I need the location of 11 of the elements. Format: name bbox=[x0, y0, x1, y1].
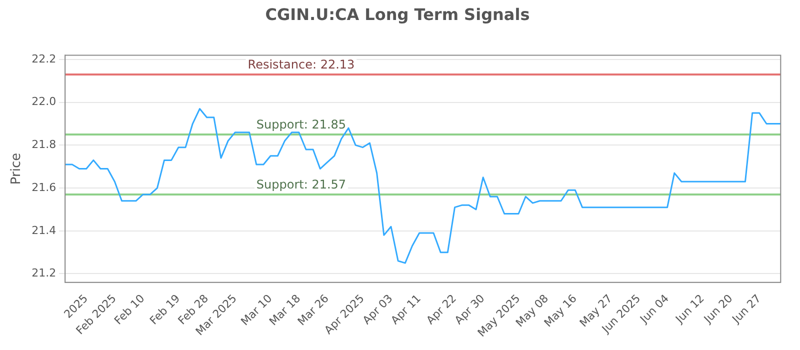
y-axis-title: Price bbox=[9, 152, 24, 185]
ref-line-label: Support: 21.85 bbox=[256, 118, 346, 132]
y-tick-label: 22.0 bbox=[32, 95, 56, 108]
ref-line-label: Resistance: 22.13 bbox=[248, 58, 355, 72]
y-tick-label: 21.2 bbox=[32, 266, 56, 280]
y-tick-label: 21.6 bbox=[32, 180, 56, 194]
y-tick-label: 22.2 bbox=[32, 52, 56, 66]
y-tick-label: 21.8 bbox=[32, 138, 56, 152]
y-tick-label: 21.4 bbox=[32, 224, 56, 237]
chart-title: CGIN.U:CA Long Term Signals bbox=[265, 4, 530, 24]
ref-line-label: Support: 21.57 bbox=[256, 178, 346, 192]
